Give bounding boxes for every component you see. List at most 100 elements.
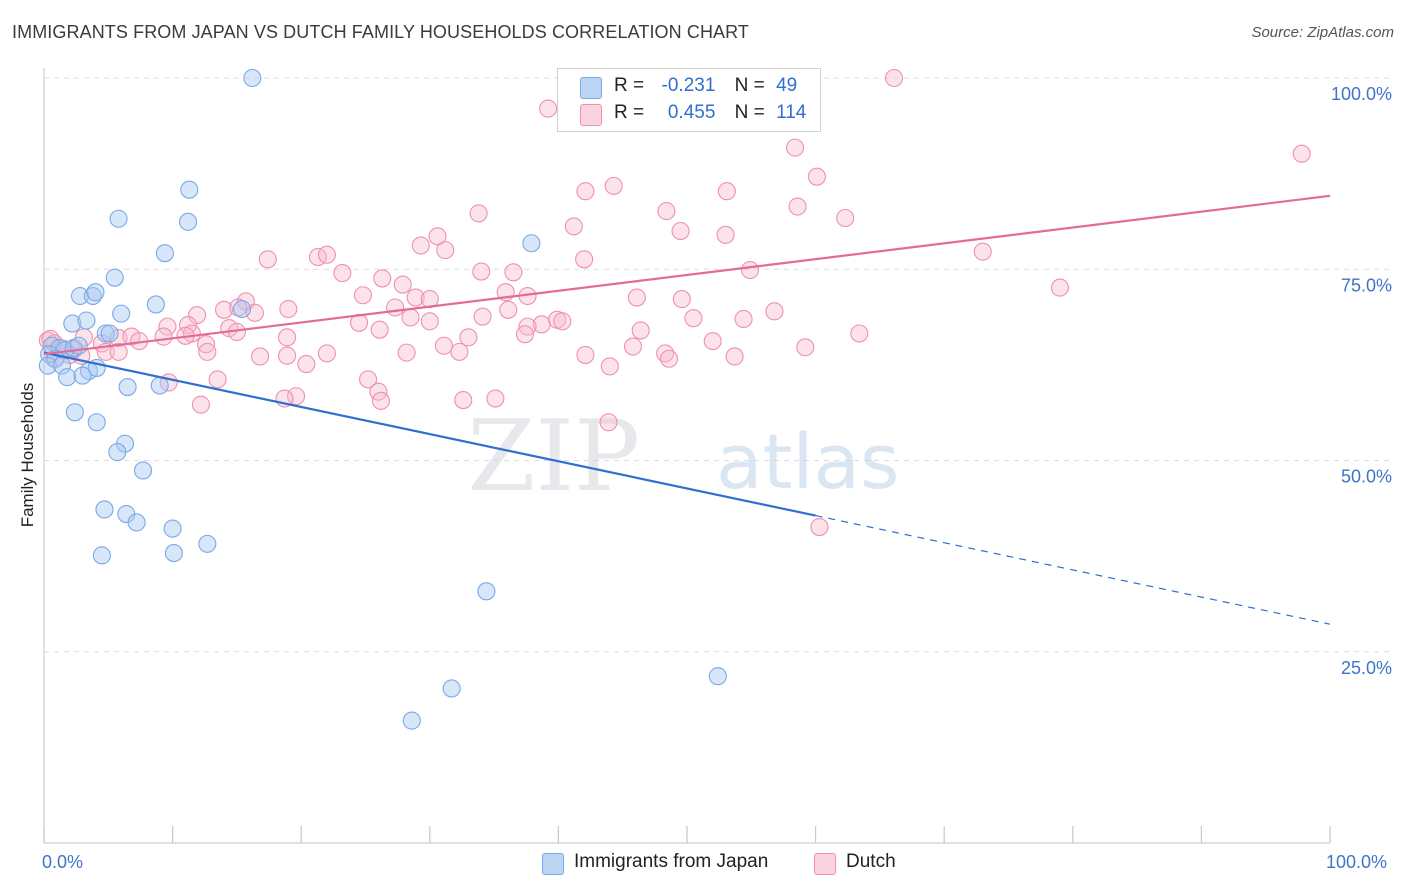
japan-point xyxy=(243,68,262,88)
japan-point xyxy=(112,304,131,323)
source-label: Source: ZipAtlas.com xyxy=(1251,24,1394,41)
stats-text-japan: R = -0.231 N = 49 xyxy=(614,75,797,97)
dutch-point xyxy=(198,342,217,361)
dutch-point xyxy=(428,227,447,246)
dutch-point xyxy=(469,204,488,223)
dutch-trend-line xyxy=(43,194,1331,356)
japan-point xyxy=(73,366,92,385)
japan-point xyxy=(477,582,496,601)
grid-lines xyxy=(44,77,1392,653)
japan-point xyxy=(92,546,111,565)
dutch-point xyxy=(450,342,469,361)
japan-point xyxy=(180,180,199,199)
dutch-point xyxy=(278,328,297,347)
dutch-point xyxy=(196,335,216,354)
japan-point xyxy=(108,443,127,462)
japan-point xyxy=(87,413,106,432)
dutch-point xyxy=(716,225,735,244)
legend-label-dutch: Dutch xyxy=(846,851,896,872)
dutch-point xyxy=(539,99,558,118)
dutch-point xyxy=(393,275,412,294)
japan-point xyxy=(95,500,114,519)
dutch-point xyxy=(359,370,378,389)
dutch-point xyxy=(599,413,618,432)
dutch-swatch xyxy=(580,104,602,126)
japan-trend-line xyxy=(43,351,816,517)
dutch-point xyxy=(600,357,619,376)
dutch-point xyxy=(623,337,643,356)
japan-point xyxy=(63,314,82,333)
dutch-point xyxy=(214,300,234,319)
japan-point xyxy=(402,711,421,730)
dutch-point xyxy=(420,312,439,331)
japan-point xyxy=(100,324,119,343)
dutch-point xyxy=(317,245,336,264)
y-tick-label: 25.0% xyxy=(1341,658,1392,678)
dutch-point xyxy=(796,338,815,357)
dutch-point xyxy=(504,263,523,282)
y-tick-labels: 25.0% 50.0% 75.0% 100.0% xyxy=(1331,84,1392,678)
dutch-point xyxy=(657,202,676,221)
dutch-point xyxy=(515,325,535,344)
japan-point xyxy=(65,403,84,422)
dutch-point xyxy=(454,391,473,410)
r-value: 0.455 xyxy=(667,102,716,123)
japan-point xyxy=(133,461,153,480)
dutch-point xyxy=(333,264,352,283)
dutch-point xyxy=(884,68,904,88)
dutch-point xyxy=(472,262,491,281)
japan-point xyxy=(105,268,124,287)
dutch-point xyxy=(564,217,583,236)
dutch-point xyxy=(397,343,416,362)
dutch-point xyxy=(765,302,784,321)
dutch-point xyxy=(499,300,518,319)
trend-lines xyxy=(43,194,1331,625)
japan-legend-swatch xyxy=(542,853,564,875)
legend-label-japan: Immigrants from Japan xyxy=(574,851,769,872)
dutch-point xyxy=(278,346,297,365)
japan-point xyxy=(198,534,217,553)
dutch-point xyxy=(279,299,298,319)
dutch-point xyxy=(187,306,207,325)
dutch-point xyxy=(297,355,316,374)
dutch-point xyxy=(473,307,492,326)
dutch-legend-swatch xyxy=(814,853,836,875)
dutch-point xyxy=(672,290,691,309)
dutch-point xyxy=(631,321,650,340)
dutch-point xyxy=(373,269,392,288)
dutch-point xyxy=(191,395,210,414)
watermark: ZIP atlas xyxy=(467,400,899,514)
dutch-point xyxy=(717,182,736,201)
japan-point xyxy=(38,356,57,375)
japan-point xyxy=(178,212,198,231)
dutch-point xyxy=(317,344,336,363)
japan-point xyxy=(146,295,165,314)
r-value: -0.231 xyxy=(661,75,716,96)
dutch-point xyxy=(671,221,690,241)
japan-point xyxy=(442,679,461,698)
dutch-point xyxy=(1050,278,1069,297)
n-value: 49 xyxy=(776,75,798,96)
dutch-point xyxy=(575,250,594,269)
dutch-point xyxy=(725,347,744,366)
japan-point xyxy=(522,234,541,253)
dutch-point xyxy=(436,241,455,260)
dutch-point xyxy=(434,336,453,355)
x-tick-max: 100.0% xyxy=(1326,852,1388,872)
n-label: N = xyxy=(734,102,765,123)
dutch-point xyxy=(1292,144,1311,163)
dutch-point xyxy=(109,342,128,361)
dutch-point xyxy=(850,324,869,343)
dutch-point xyxy=(370,320,389,339)
dutch-point xyxy=(734,309,753,329)
stats-text-dutch: R = 0.455 N = 114 xyxy=(614,102,806,124)
dutch-point xyxy=(604,176,623,195)
dutch-point xyxy=(740,260,760,280)
dutch-point xyxy=(703,332,722,351)
dutch-point xyxy=(576,182,595,201)
dutch-point xyxy=(553,312,572,331)
dutch-point xyxy=(406,288,425,307)
data-points xyxy=(38,68,1311,730)
dutch-point xyxy=(684,309,703,328)
